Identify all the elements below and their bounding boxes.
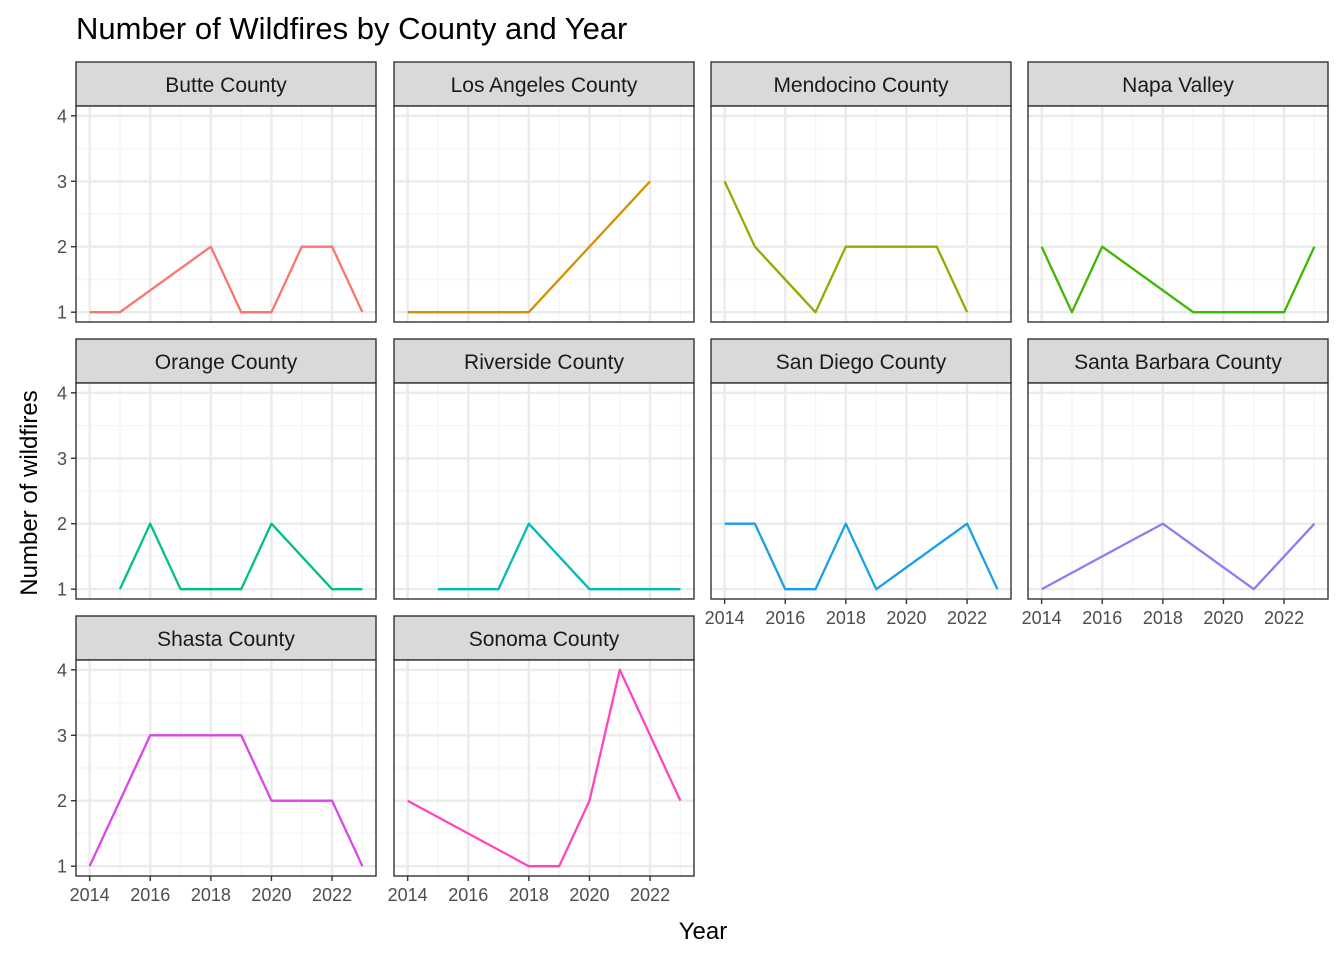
facet-strip [710, 338, 1012, 384]
x-axis-title: Year [679, 918, 728, 945]
facet-panel: San Diego County 2014 2016 2018 2020 2022 [705, 338, 1012, 628]
panel-border [393, 659, 695, 877]
x-tick-label: 2020 [251, 885, 291, 905]
facet-panel: Shasta County 1 2 3 4 2014 2016 2018 2020 2022 [57, 615, 377, 905]
facet-strip-label: Los Angeles County [451, 74, 638, 97]
facet-strip-label: Mendocino County [773, 74, 949, 97]
facet-strip [393, 61, 695, 107]
x-tick-label: 2020 [569, 885, 609, 905]
series-line [88, 734, 364, 867]
y-tick-label: 3 [57, 726, 67, 746]
facet-panels: Butte County 1 2 3 4 Los Angeles County Mendoc… [57, 61, 1329, 905]
y-tick-label: 4 [57, 106, 67, 126]
x-tick-label: 2018 [191, 885, 231, 905]
series-line [437, 522, 681, 591]
facet-panel: Orange County 1 2 3 4 [57, 338, 377, 600]
y-tick-label: 3 [57, 449, 67, 469]
x-tick-label: 2022 [947, 608, 987, 628]
x-tick-label: 2016 [765, 608, 805, 628]
x-tick-label: 2014 [388, 885, 428, 905]
facet-strip [1027, 61, 1329, 107]
facet-strip [393, 338, 695, 384]
facet-strip-label: Napa Valley [1122, 74, 1234, 97]
facet-panel: Santa Barbara County 2014 2016 2018 2020 2022 [1022, 338, 1329, 628]
x-tick-label: 2020 [886, 608, 926, 628]
series-line [1040, 245, 1316, 314]
x-tick-label: 2022 [1264, 608, 1304, 628]
facet-strip-label: San Diego County [776, 351, 947, 374]
y-tick-label: 1 [57, 857, 67, 877]
panel-border [393, 382, 695, 600]
panel-border [75, 659, 377, 877]
series-line [724, 522, 999, 591]
y-tick-label: 4 [57, 383, 67, 403]
facet-strip [75, 615, 377, 661]
facet-strip-label: Riverside County [464, 351, 624, 374]
y-tick-label: 2 [57, 791, 67, 811]
facet-strip-label: Orange County [155, 351, 298, 374]
x-tick-label: 2018 [826, 608, 866, 628]
x-tick-label: 2018 [509, 885, 549, 905]
facet-panel: Mendocino County [710, 61, 1012, 323]
panel-border [710, 105, 1012, 323]
x-tick-label: 2022 [312, 885, 352, 905]
facet-strip-label: Butte County [165, 74, 287, 97]
y-tick-label: 4 [57, 660, 67, 680]
y-tick-label: 3 [57, 172, 67, 192]
facet-strip [393, 615, 695, 661]
facet-panel: Butte County 1 2 3 4 [57, 61, 377, 323]
y-tick-label: 1 [57, 580, 67, 600]
panel-border [710, 382, 1012, 600]
y-tick-label: 1 [57, 303, 67, 323]
x-tick-label: 2014 [1022, 608, 1062, 628]
series-line [407, 668, 682, 868]
series-line [118, 522, 363, 591]
facet-strip [75, 338, 377, 384]
facet-panel: Sonoma County 2014 2016 2018 2020 2022 [388, 615, 695, 905]
x-tick-label: 2018 [1143, 608, 1183, 628]
series-line [89, 245, 364, 314]
panel-border [1027, 105, 1329, 323]
facet-strip-label: Shasta County [157, 628, 295, 651]
x-tick-label: 2014 [705, 608, 745, 628]
panel-border [75, 382, 377, 600]
facet-strip [75, 61, 377, 107]
panel-border [1027, 382, 1329, 600]
series-line [1041, 522, 1316, 591]
x-tick-label: 2016 [130, 885, 170, 905]
x-tick-label: 2016 [448, 885, 488, 905]
y-tick-label: 2 [57, 514, 67, 534]
facet-strip [710, 61, 1012, 107]
series-line [407, 180, 651, 314]
panel-border [393, 105, 695, 323]
series-line [723, 180, 969, 314]
y-tick-label: 2 [57, 237, 67, 257]
x-tick-label: 2020 [1203, 608, 1243, 628]
facet-strip [1027, 338, 1329, 384]
facet-panel: Napa Valley [1027, 61, 1329, 323]
x-tick-label: 2014 [70, 885, 110, 905]
facet-panel: Riverside County [393, 338, 695, 600]
x-tick-label: 2022 [630, 885, 670, 905]
panel-border [75, 105, 377, 323]
facet-strip-label: Santa Barbara County [1074, 351, 1282, 374]
y-axis-title: Number of wildfires [16, 390, 43, 595]
facet-strip-label: Sonoma County [469, 628, 620, 651]
chart-title: Number of Wildfires by County and Year [76, 11, 627, 46]
facet-panel: Los Angeles County [393, 61, 695, 323]
x-tick-label: 2016 [1082, 608, 1122, 628]
